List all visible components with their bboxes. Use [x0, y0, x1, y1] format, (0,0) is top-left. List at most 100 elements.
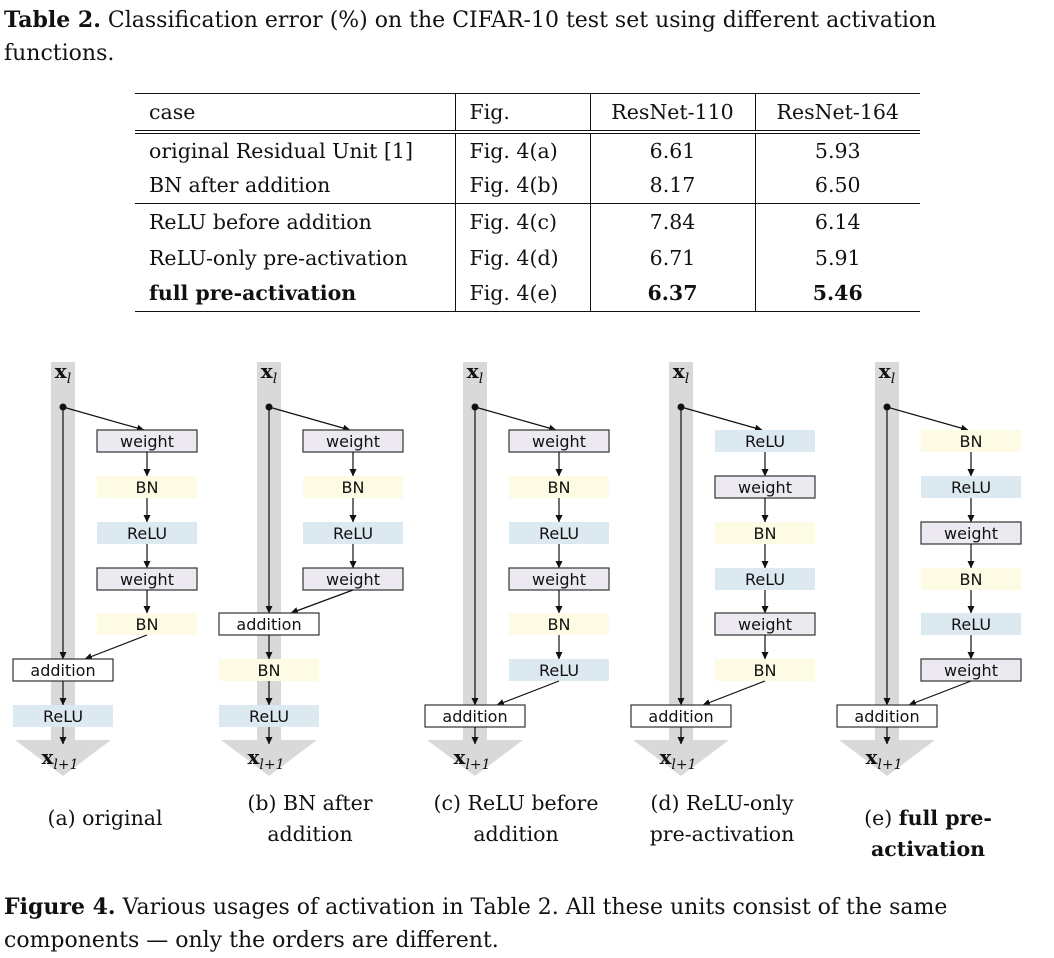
table-row: BN after addition Fig. 4(b) 8.17 6.50 — [135, 167, 920, 204]
branch-exit-arrow — [84, 634, 148, 660]
addition-label: addition — [442, 707, 507, 726]
header-resnet164: ResNet-164 — [754, 93, 920, 134]
cell-resnet164: 5.91 — [754, 239, 920, 276]
layer-bn-box — [97, 613, 197, 635]
table-body: original Residual Unit [1] Fig. 4(a) 6.61 5… — [135, 131, 920, 312]
header-case: case — [135, 93, 455, 134]
layer-bn-box — [921, 430, 1021, 452]
layer-relu-box — [13, 705, 113, 727]
output-arrow-shape — [221, 740, 317, 776]
table-row: full pre-activation Fig. 4(e) 6.37 5.46 — [135, 275, 920, 312]
output-subscript: l+1 — [877, 757, 902, 773]
layer-relu-box — [509, 522, 609, 544]
layer-label: weight — [738, 615, 792, 634]
layer-relu-box — [921, 476, 1021, 498]
subcaption-c: (c) ReLU before addition — [416, 788, 616, 850]
layer-relu-box — [509, 659, 609, 681]
layer-label: BN — [136, 478, 159, 497]
layer-label: weight — [326, 432, 380, 451]
cell-resnet164: 5.46 — [754, 275, 920, 312]
layer-label: ReLU — [539, 661, 579, 680]
output-symbol: x — [865, 745, 878, 769]
layer-relu-box — [219, 705, 319, 727]
layer-label: ReLU — [249, 707, 289, 726]
input-symbol: x — [879, 359, 892, 383]
branch-entry-arrow — [62, 406, 145, 432]
cell-case: BN after addition — [135, 167, 455, 204]
output-subscript: l+1 — [53, 757, 78, 773]
input-subscript: l — [479, 371, 483, 387]
cell-case: full pre-activation — [135, 275, 455, 312]
layer-label: ReLU — [43, 707, 83, 726]
cell-resnet110: 6.37 — [589, 275, 755, 312]
cell-resnet110: 6.61 — [589, 131, 755, 168]
output-subscript: l+1 — [259, 757, 284, 773]
table-caption: Table 2. Classification error (%) on the… — [4, 4, 1050, 70]
layer-bn-box — [97, 476, 197, 498]
layer-label: weight — [532, 432, 586, 451]
subcaption-line: (d) ReLU-only — [650, 791, 794, 815]
layer-relu-box — [303, 522, 403, 544]
layer-bn-box — [715, 659, 815, 681]
branch-entry-arrow — [474, 406, 557, 432]
input-subscript: l — [891, 371, 895, 387]
layer-label: ReLU — [745, 432, 785, 451]
figure-caption-text: Various usages of activation in Table 2.… — [4, 895, 948, 953]
table-row: ReLU before addition Fig. 4(c) 7.84 6.14 — [135, 203, 920, 240]
header-resnet110: ResNet-110 — [589, 93, 755, 134]
layer-label: weight — [944, 524, 998, 543]
cell-fig: Fig. 4(a) — [454, 131, 590, 168]
layer-bn-box — [509, 613, 609, 635]
input-label: xl — [673, 359, 689, 387]
input-subscript: l — [273, 371, 277, 387]
addition-label: addition — [648, 707, 713, 726]
input-label: xl — [467, 359, 483, 387]
output-symbol: x — [453, 745, 466, 769]
subcaption-bold-text: full pre-activation — [870, 806, 992, 861]
subcaption-b: (b) BN after addition — [210, 788, 410, 850]
layer-bn-box — [303, 476, 403, 498]
output-label: xl+1 — [247, 745, 284, 773]
table-row: ReLU-only pre-activation Fig. 4(d) 6.71 5.9… — [135, 239, 920, 276]
output-label: xl+1 — [41, 745, 78, 773]
layer-label: weight — [532, 570, 586, 589]
cell-resnet164: 6.50 — [754, 167, 920, 204]
output-symbol: x — [659, 745, 672, 769]
output-arrow-shape — [427, 740, 523, 776]
layer-bn-box — [219, 659, 319, 681]
table-row: original Residual Unit [1] Fig. 4(a) 6.61 5… — [135, 131, 920, 168]
output-label: xl+1 — [453, 745, 490, 773]
subcaption-line: (b) BN after — [247, 791, 373, 815]
branch-entry-arrow — [886, 406, 969, 432]
subcaption-d: (d) ReLU-only pre-activation — [622, 788, 822, 850]
branch-exit-arrow — [702, 680, 766, 706]
input-label: xl — [879, 359, 895, 387]
layer-label: ReLU — [951, 478, 991, 497]
layer-label: BN — [960, 570, 983, 589]
subcaption-prefix: (e) — [864, 806, 899, 830]
addition-label: addition — [30, 661, 95, 680]
table-header-row: case Fig. ResNet-110 ResNet-164 — [135, 93, 920, 134]
layer-relu-box — [715, 430, 815, 452]
figure-caption: Figure 4. Various usages of activation i… — [4, 891, 1050, 957]
branch-exit-arrow — [290, 589, 354, 614]
branch-exit-arrow — [496, 680, 560, 706]
layer-bn-box — [921, 568, 1021, 590]
layer-label: weight — [326, 570, 380, 589]
subcaption-line: (a) original — [47, 806, 163, 830]
input-symbol: x — [55, 359, 68, 383]
branch-exit-arrow — [908, 680, 972, 706]
output-arrow-shape — [633, 740, 729, 776]
layer-label: weight — [120, 432, 174, 451]
cell-resnet110: 8.17 — [589, 167, 755, 204]
layer-label: BN — [136, 615, 159, 634]
output-label: xl+1 — [659, 745, 696, 773]
input-subscript: l — [685, 371, 689, 387]
layer-label: BN — [258, 661, 281, 680]
output-subscript: l+1 — [671, 757, 696, 773]
layer-label: BN — [342, 478, 365, 497]
layer-label: BN — [754, 661, 777, 680]
output-arrow-shape — [15, 740, 111, 776]
